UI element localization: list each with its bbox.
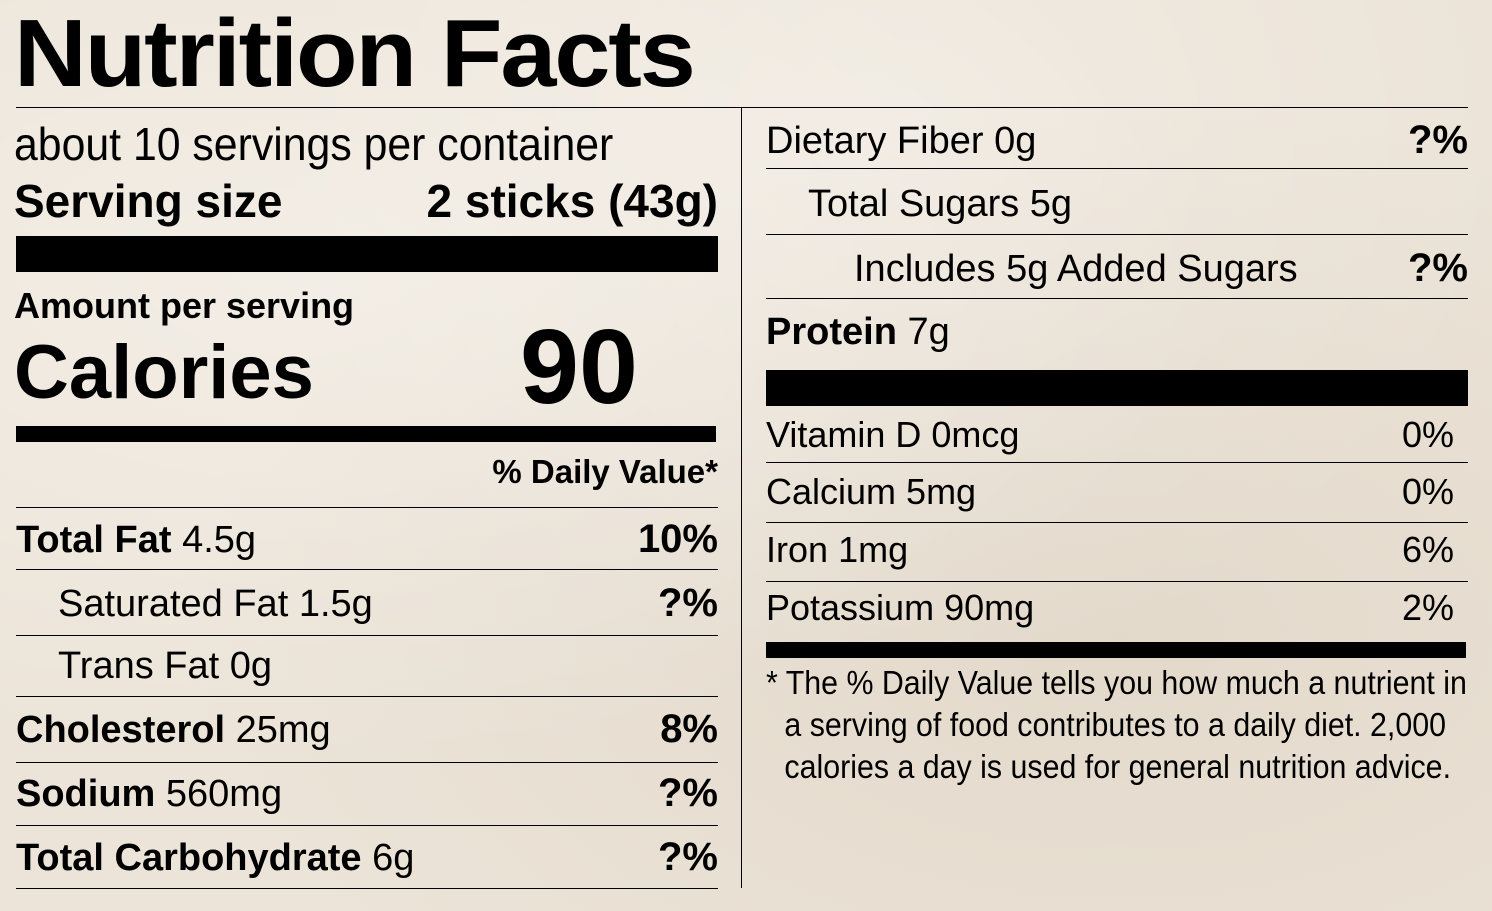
vitamin-dv: 6%: [1401, 529, 1454, 570]
serving-size-label: Serving size: [14, 175, 283, 227]
vitamin-amount: 0mcg: [931, 414, 1020, 455]
calories-label: Calories: [14, 330, 314, 415]
nutrient-name: Total Carbohydrate: [16, 837, 362, 879]
thick-bar-vitamins: [766, 370, 1468, 406]
nutrient-dv: 10%: [637, 517, 718, 561]
nutrient-row-dietary-fiber: Dietary Fiber 0g ?%: [766, 112, 1468, 169]
row-rule: [766, 234, 1468, 235]
nutrient-row-saturated-fat: Saturated Fat 1.5g ?%: [16, 575, 718, 632]
row-rule: [766, 298, 1468, 299]
nutrient-amount: 1.5g: [298, 583, 373, 625]
row-rule: [16, 825, 718, 826]
nutrient-row-total-sugars: Total Sugars 5g: [766, 176, 1468, 232]
vitamin-amount: 90mg: [944, 587, 1035, 628]
nutrient-name: Cholesterol: [16, 709, 226, 751]
serving-size-row: Serving size 2 sticks (43g): [14, 174, 718, 228]
nutrient-amount: 0g: [994, 120, 1037, 162]
row-rule: [766, 522, 1468, 523]
nutrient-name: Protein: [766, 311, 897, 353]
nutrient-row-protein: Protein 7g: [766, 304, 1468, 360]
nutrient-amount: 7g: [907, 311, 950, 353]
vitamin-row-calcium: Calcium 5mg 0%: [766, 465, 1454, 519]
row-rule: [766, 581, 1468, 582]
vitamin-dv: 0%: [1401, 471, 1454, 512]
nutrient-name: Total Fat: [16, 519, 172, 561]
title-rule: [16, 107, 1468, 108]
nutrient-name: Saturated Fat: [58, 583, 289, 625]
serving-size-value: 2 sticks (43g): [426, 175, 718, 227]
nutrient-row-total-fat: Total Fat 4.5g 10%: [16, 511, 718, 568]
nutrient-row-trans-fat: Trans Fat 0g: [16, 638, 718, 694]
vitamin-dv: 0%: [1401, 414, 1454, 455]
thick-bar-calories: [16, 426, 716, 442]
vitamin-dv: 2%: [1401, 587, 1454, 628]
vitamin-amount: 1mg: [838, 529, 909, 570]
nutrient-name: Sodium: [16, 773, 156, 815]
daily-value-header: % Daily Value*: [492, 453, 718, 490]
nutrient-name: Dietary Fiber: [766, 120, 984, 162]
nutrient-amount: 6g: [372, 837, 415, 879]
calories-value: 90: [520, 308, 638, 426]
footnote-line-1: * The % Daily Value tells you how much a…: [766, 664, 1467, 701]
footnote: * The % Daily Value tells you how much a…: [766, 662, 1478, 788]
vitamin-row-potassium: Potassium 90mg 2%: [766, 581, 1454, 635]
nutrient-row-cholesterol: Cholesterol 25mg 8%: [16, 701, 718, 758]
nutrient-name: Trans Fat: [58, 645, 220, 687]
nutrient-amount: 25mg: [235, 709, 331, 751]
nutrient-dv: ?%: [658, 771, 718, 815]
nutrient-row-total-carbohydrate: Total Carbohydrate 6g ?%: [16, 829, 718, 886]
row-rule: [766, 168, 1468, 169]
vitamin-name: Iron: [766, 529, 829, 570]
nutrient-dv: ?%: [658, 835, 718, 879]
thick-bar-top: [16, 236, 718, 272]
nutrient-name: Includes 5g Added Sugars: [854, 248, 1298, 290]
vitamin-amount: 5mg: [906, 471, 977, 512]
vitamin-name: Vitamin D: [766, 414, 922, 455]
footnote-line-2: a serving of food contributes to a daily…: [784, 706, 1446, 743]
vitamin-row-vitamin-d: Vitamin D 0mcg 0%: [766, 408, 1454, 462]
nutrient-amount: 0g: [229, 645, 273, 687]
column-divider: [741, 108, 742, 888]
nutrient-name: Total Sugars: [808, 183, 1020, 225]
row-rule: [16, 569, 718, 570]
vitamin-name: Calcium: [766, 471, 897, 512]
nutrient-amount: 560mg: [165, 773, 283, 815]
nutrient-row-added-sugars: Includes 5g Added Sugars ?%: [766, 240, 1468, 297]
nutrient-dv: ?%: [1408, 246, 1468, 290]
amount-per-serving: Amount per serving: [14, 285, 355, 326]
footnote-line-3: calories a day is used for general nutri…: [784, 748, 1452, 785]
label-title: Nutrition Facts: [14, 0, 696, 107]
row-rule: [16, 888, 718, 889]
vitamin-name: Potassium: [766, 587, 935, 628]
thick-bar-footnote: [766, 642, 1466, 658]
row-rule: [16, 507, 718, 508]
nutrient-dv: ?%: [658, 581, 718, 625]
nutrient-amount: 5g: [1029, 183, 1073, 225]
nutrient-amount: 4.5g: [182, 519, 257, 561]
row-rule: [16, 696, 718, 697]
vitamin-row-iron: Iron 1mg 6%: [766, 523, 1454, 577]
nutrient-dv: ?%: [1408, 118, 1468, 162]
nutrient-row-sodium: Sodium 560mg ?%: [16, 765, 718, 822]
servings-per-container: about 10 servings per container: [14, 118, 614, 170]
row-rule: [766, 462, 1468, 463]
row-rule: [16, 635, 718, 636]
nutrient-dv: 8%: [660, 707, 718, 751]
row-rule: [16, 762, 718, 763]
